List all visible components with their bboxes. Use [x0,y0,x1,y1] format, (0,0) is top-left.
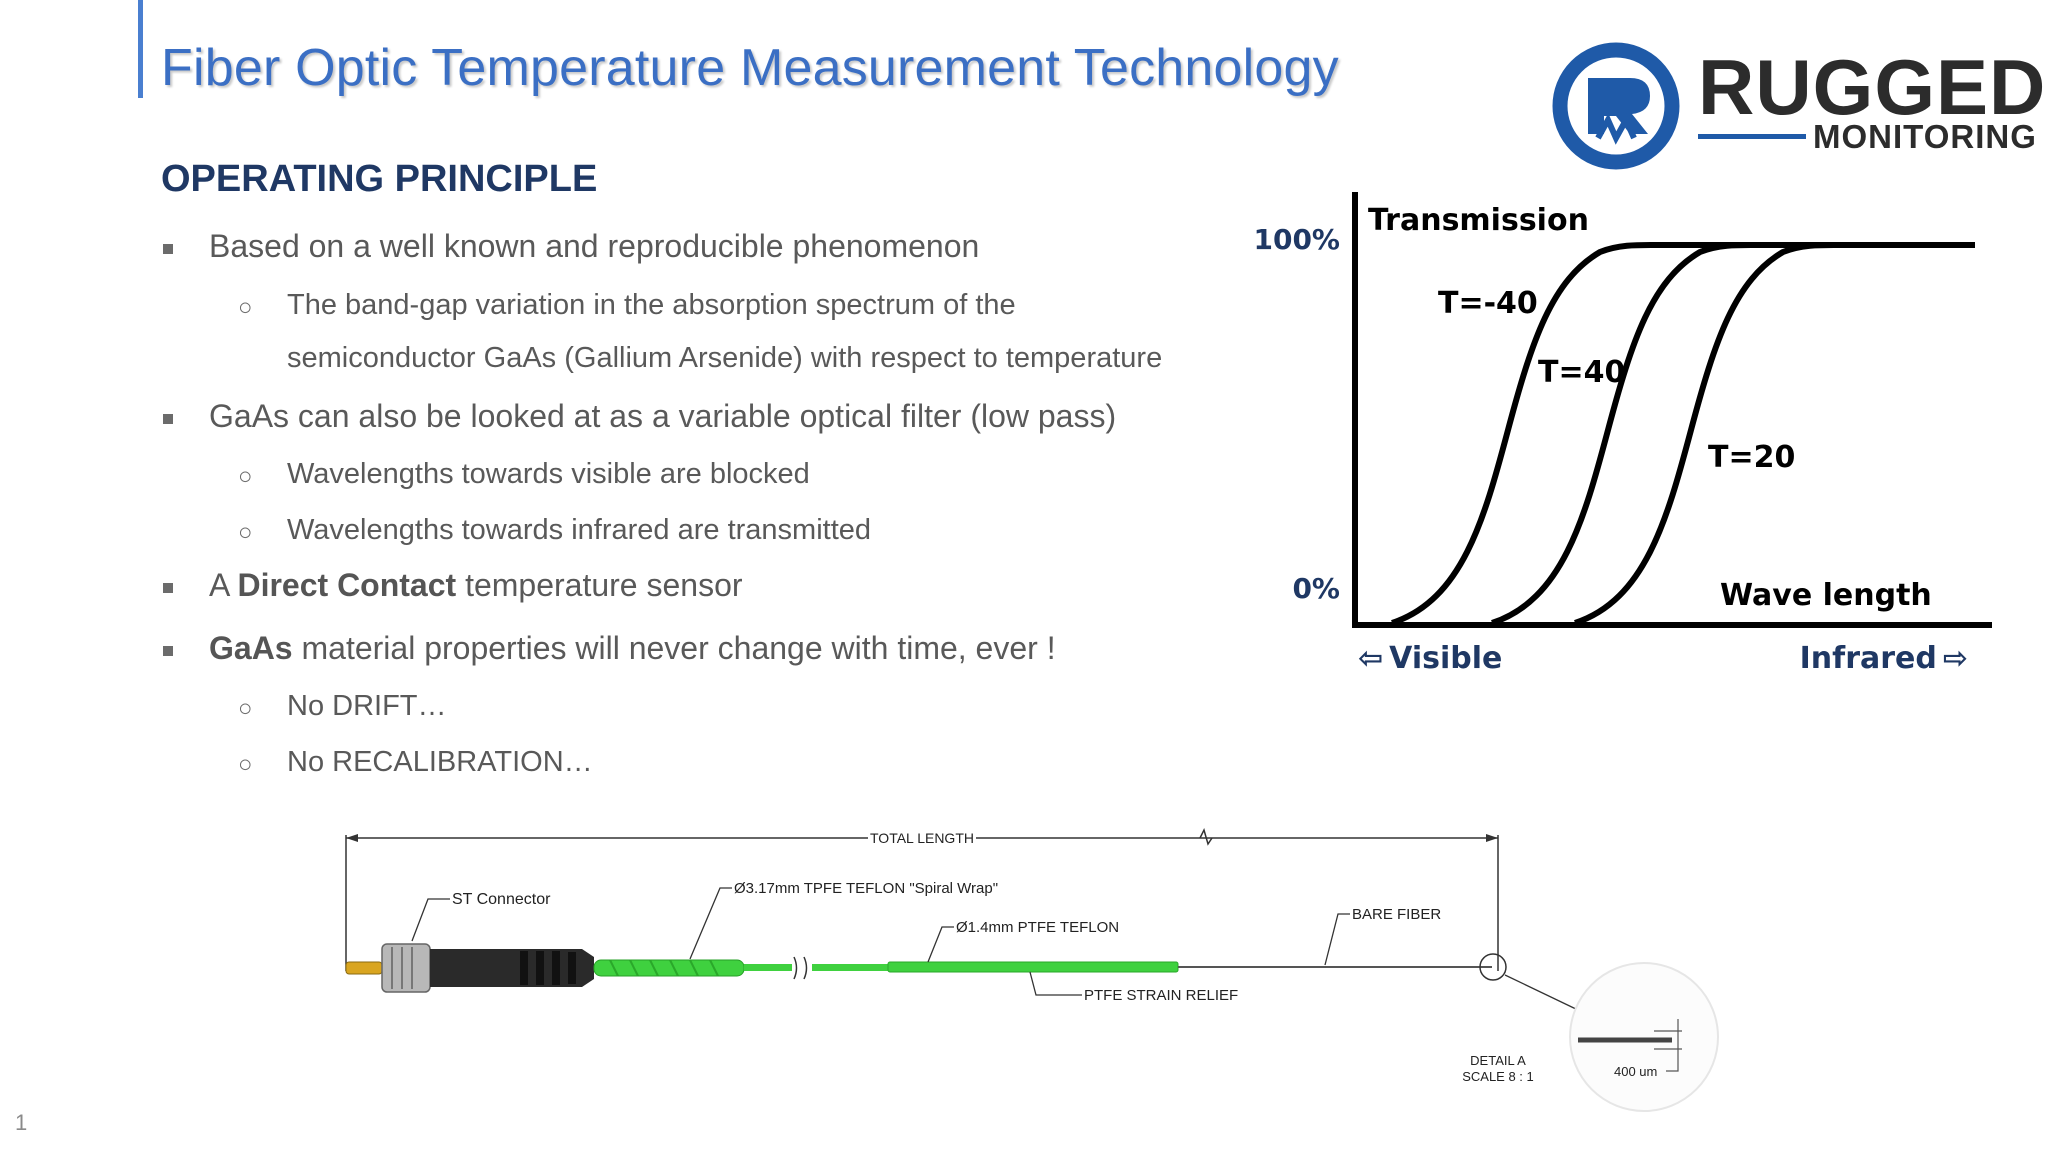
detail-size-label: 400 um [1614,1064,1657,1079]
leader-line [1029,971,1082,996]
transmission-chart: Transmission 100% 0% T=-40 T=40 T=20 Wav… [1240,180,2010,680]
circle-bullet-icon: ○ [238,294,253,321]
ferrule [345,961,383,975]
detail-view [1569,962,1719,1112]
sensor-probe-drawing: TOTAL LENGTH ST Connector Ø3.17mm TPFE T… [320,815,1740,1135]
break-mark [793,956,808,980]
logo-divider-line [1698,134,1806,139]
bullet-text: GaAs material properties will never chan… [209,630,1056,666]
square-bullet-icon [163,583,173,593]
circle-bullet-icon: ○ [238,463,253,490]
rugged-logo-icon [1552,42,1680,170]
sub-bullet-text: The band-gap variation in the absorption… [287,289,1016,321]
spiral-wrap-label: Ø3.17mm TPFE TEFLON "Spiral Wrap" [734,880,998,897]
x-right-label: Infrared ⇨ [1800,641,1968,676]
detail-label: DETAIL A [1470,1053,1526,1068]
connector-nut [381,943,431,993]
arrow-head [346,834,358,842]
leader-line [411,898,450,942]
circle-bullet-icon: ○ [238,519,253,546]
left-arrow-icon: ⇦ [1358,641,1383,676]
y-axis-label: Transmission [1368,203,1589,238]
y-tick-label: 0% [1292,572,1340,605]
teflon-tube [744,964,792,971]
arrow-head [1486,834,1498,842]
bullet-text: GaAs can also be looked at as a variable… [209,398,1117,434]
series-label: T=-40 [1438,286,1538,321]
leader-line [689,887,732,960]
page-number: 1 [15,1110,28,1135]
teflon-tube [812,964,888,971]
x-axis-label: Wave length [1720,578,1932,613]
detail-marker [1479,953,1507,981]
sub-bullet-text: No RECALIBRATION… [287,746,593,778]
series-line [1574,241,1975,626]
leader-line [927,926,954,963]
x-left-label: ⇦ Visible [1358,641,1502,676]
right-arrow-icon: ⇨ [1943,641,1968,676]
total-length-label: TOTAL LENGTH [870,830,974,846]
series-line [1491,241,1975,626]
bullet-bold-text: GaAs [209,630,293,666]
strain-relief [887,961,1179,973]
square-bullet-icon [163,414,173,424]
logo-subtitle: MONITORING [1813,118,2037,155]
section-heading: OPERATING PRINCIPLE [161,158,598,200]
company-logo: RUGGED MONITORING [1548,38,2045,174]
st-connector-label: ST Connector [452,891,551,908]
detail-leader [1504,974,1579,1011]
logo-wordmark: RUGGED [1698,43,2047,131]
leader-line [1324,913,1350,966]
y-tick-label: 100% [1253,223,1340,256]
sub-bullet-text: No DRIFT… [287,690,447,722]
title-accent-bar [138,0,143,98]
bullet-text: Based on a well known and reproducible p… [209,228,980,264]
sub-bullet-text: Wavelengths towards infrared are transmi… [287,514,872,546]
sub-bullet-text: Wavelengths towards visible are blocked [287,458,810,490]
bullet-bold-text: Direct Contact [237,567,457,603]
series-label: T=40 [1538,355,1625,390]
circle-bullet-icon: ○ [238,695,253,722]
series-label: T=20 [1708,440,1795,475]
series-line [1391,241,1975,626]
square-bullet-icon [163,646,173,656]
strain-relief-label: PTFE STRAIN RELIEF [1084,987,1238,1004]
bullet-text: A Direct Contact temperature sensor [209,567,743,603]
circle-bullet-icon: ○ [238,751,253,778]
break-mark [1199,827,1213,846]
detail-scale-label: SCALE 8 : 1 [1462,1069,1534,1084]
sub-bullet-text: semiconductor GaAs (Gallium Arsenide) wi… [287,342,1163,374]
square-bullet-icon [163,244,173,254]
bare-fiber-label: BARE FIBER [1352,906,1441,923]
ptfe-teflon-label: Ø1.4mm PTFE TEFLON [956,919,1119,936]
slide-title: Fiber Optic Temperature Measurement Tech… [161,39,1339,97]
